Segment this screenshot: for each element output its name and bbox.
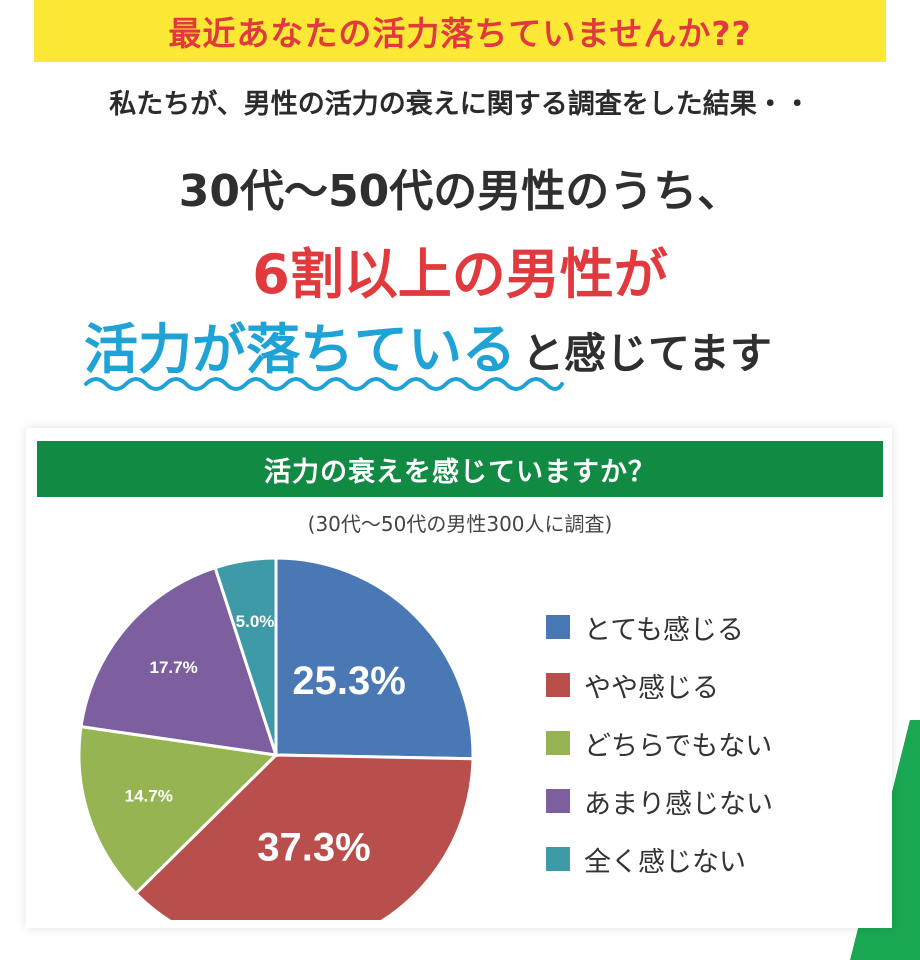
pie-slice-totemo <box>274 556 475 761</box>
headline-line3: 活力が落ちている と感じてます <box>84 305 772 385</box>
legend-label: とても感じる <box>584 614 744 646</box>
headline-highlight: 活力が落ちている <box>84 318 516 381</box>
pie-slice-dochira <box>77 724 280 896</box>
headline-line2: 6割以上の男性が <box>252 243 668 306</box>
chart-title-bar: 活力の衰えを感じていますか？ <box>37 441 883 497</box>
pie-label-mattaku: 5.0% <box>236 612 275 631</box>
legend-item-mattaku: 全く感じない <box>546 830 773 888</box>
pie-slice-amari <box>79 565 279 757</box>
legend-swatch <box>546 615 570 639</box>
legend-item-yaya: やや感じる <box>546 656 773 714</box>
legend-label: 全く感じない <box>584 846 746 878</box>
banner-text: 最近あなたの活力落ちていませんか?? <box>168 14 752 53</box>
pie-chart: 25.3% 37.3% 14.7% 17.7% 5.0% <box>77 556 475 920</box>
pie-label-amari: 17.7% <box>149 658 197 677</box>
survey-intro: 私たちが、男性の活力の衰えに関する調査をした結果・・ <box>109 89 811 120</box>
headline-tail: と感じてます <box>522 329 772 378</box>
chart-title: 活力の衰えを感じていますか？ <box>264 456 656 488</box>
wavy-underline <box>84 377 564 391</box>
legend-label: どちらでもない <box>584 730 773 762</box>
pie-slice-yaya <box>133 753 475 920</box>
legend-item-amari: あまり感じない <box>546 772 773 830</box>
legend-label: やや感じる <box>584 672 719 704</box>
legend-item-totemo: とても感じる <box>546 598 773 656</box>
pie-label-yaya: 37.3% <box>257 826 370 870</box>
chart-legend: とても感じる やや感じるどちらでもない あまり感じない 全く感じない <box>546 598 773 888</box>
legend-swatch <box>546 731 570 755</box>
pie-label-dochira: 14.7% <box>125 786 173 805</box>
chart-subtitle: (30代〜50代の男性300人に調査) <box>307 512 613 536</box>
headline-line1: 30代〜50代の男性のうち、 <box>178 166 742 217</box>
legend-swatch <box>546 673 570 697</box>
legend-swatch <box>546 847 570 871</box>
legend-item-dochira: どちらでもない <box>546 714 773 772</box>
legend-swatch <box>546 789 570 813</box>
top-banner: 最近あなたの活力落ちていませんか?? <box>34 0 886 62</box>
pie-label-totemo: 25.3% <box>292 659 405 703</box>
pie-slice-mattaku <box>213 556 278 756</box>
legend-label: あまり感じない <box>584 788 773 820</box>
